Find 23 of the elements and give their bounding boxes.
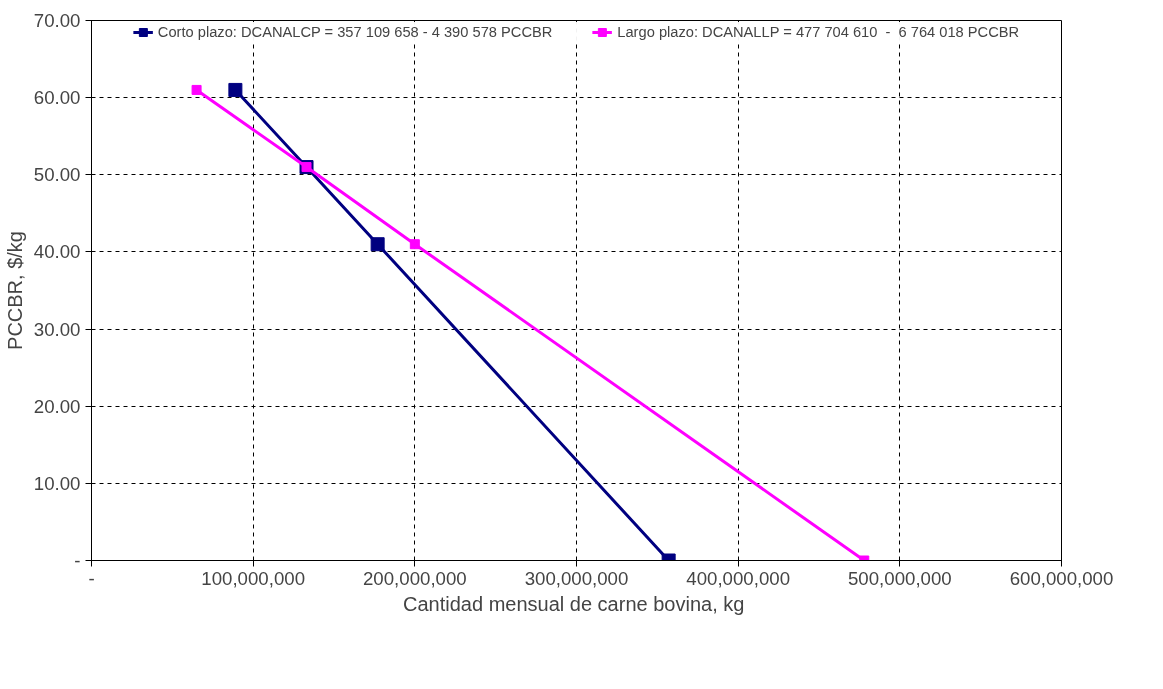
x-tick-label: 500,000,000 — [847, 567, 952, 589]
y-tick-label: 60.00 — [33, 87, 81, 109]
y-tick-label: 30.00 — [33, 318, 81, 340]
y-tick-label: 40.00 — [33, 241, 81, 263]
point — [370, 237, 385, 252]
x-tick-label: 200,000,000 — [362, 567, 467, 589]
x-tick-label: 600,000,000 — [1009, 567, 1114, 589]
point — [191, 84, 202, 95]
point — [228, 82, 243, 97]
y-axis-title: PCCBR, $/kg — [3, 231, 26, 350]
x-tick-label: - — [88, 567, 95, 589]
x-tick-label: 300,000,000 — [524, 567, 629, 589]
x-tick-label: 400,000,000 — [686, 567, 791, 589]
y-tick-label: - — [74, 550, 81, 571]
y-tick-label: 50.00 — [33, 164, 81, 186]
x-tick-label: 100,000,000 — [201, 567, 306, 589]
x-axis-title: Cantidad mensual de carne bovina, kg — [403, 592, 745, 615]
y-tick-label: 70.00 — [33, 10, 81, 31]
legend-label: Largo plazo: DCANALLP = 477 704 610 - 6 764 018 PCCBR — [617, 24, 1020, 40]
point — [409, 239, 420, 250]
legend-label: Corto plazo: DCANALCP = 357 109 658 - 4 390 578 PCCBR — [157, 24, 553, 40]
y-tick-label: 20.00 — [33, 395, 81, 417]
y-tick-label: 10.00 — [33, 472, 81, 494]
